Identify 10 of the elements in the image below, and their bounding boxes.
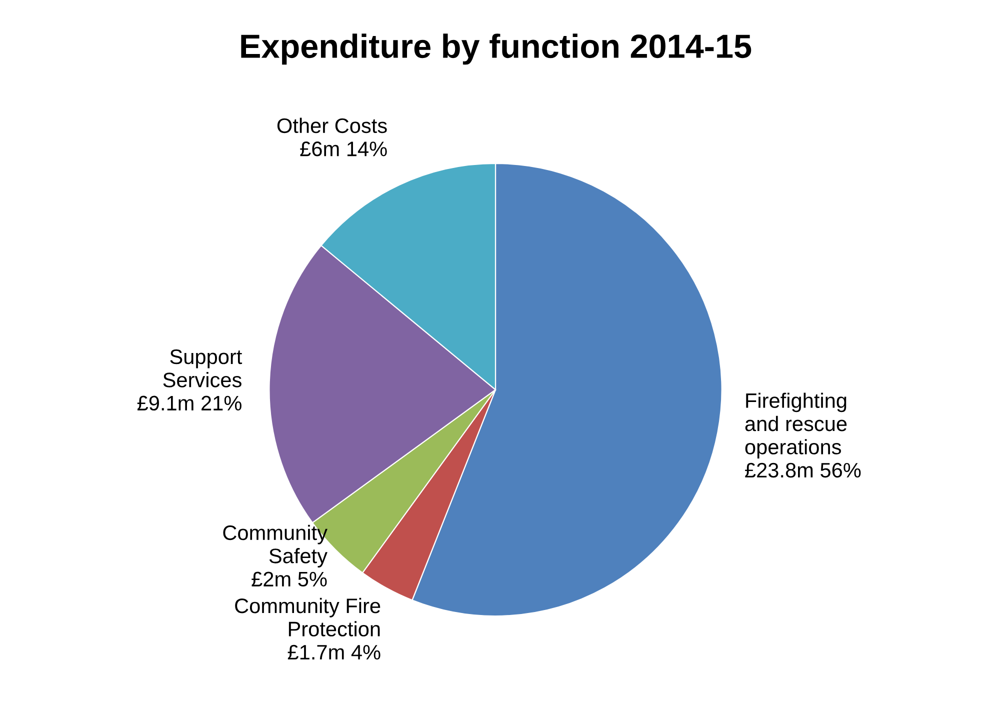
- slice-label: Support Services: [163, 349, 242, 388]
- slice-label: Community Fire Protection: [235, 598, 380, 636]
- data-label: £9.1m 21%: [137, 396, 242, 411]
- data-label: £23.8m 56%: [745, 462, 861, 478]
- chart-title: Expenditure by function 2014-15: [241, 34, 752, 65]
- data-label: £6m 14%: [300, 142, 387, 156]
- data-label: £1.7m 4%: [288, 644, 380, 660]
- data-label: £2m 5%: [252, 572, 327, 587]
- slice-label: Other Costs: [277, 118, 387, 134]
- slice-label: Firefighting and rescue operations: [745, 392, 847, 459]
